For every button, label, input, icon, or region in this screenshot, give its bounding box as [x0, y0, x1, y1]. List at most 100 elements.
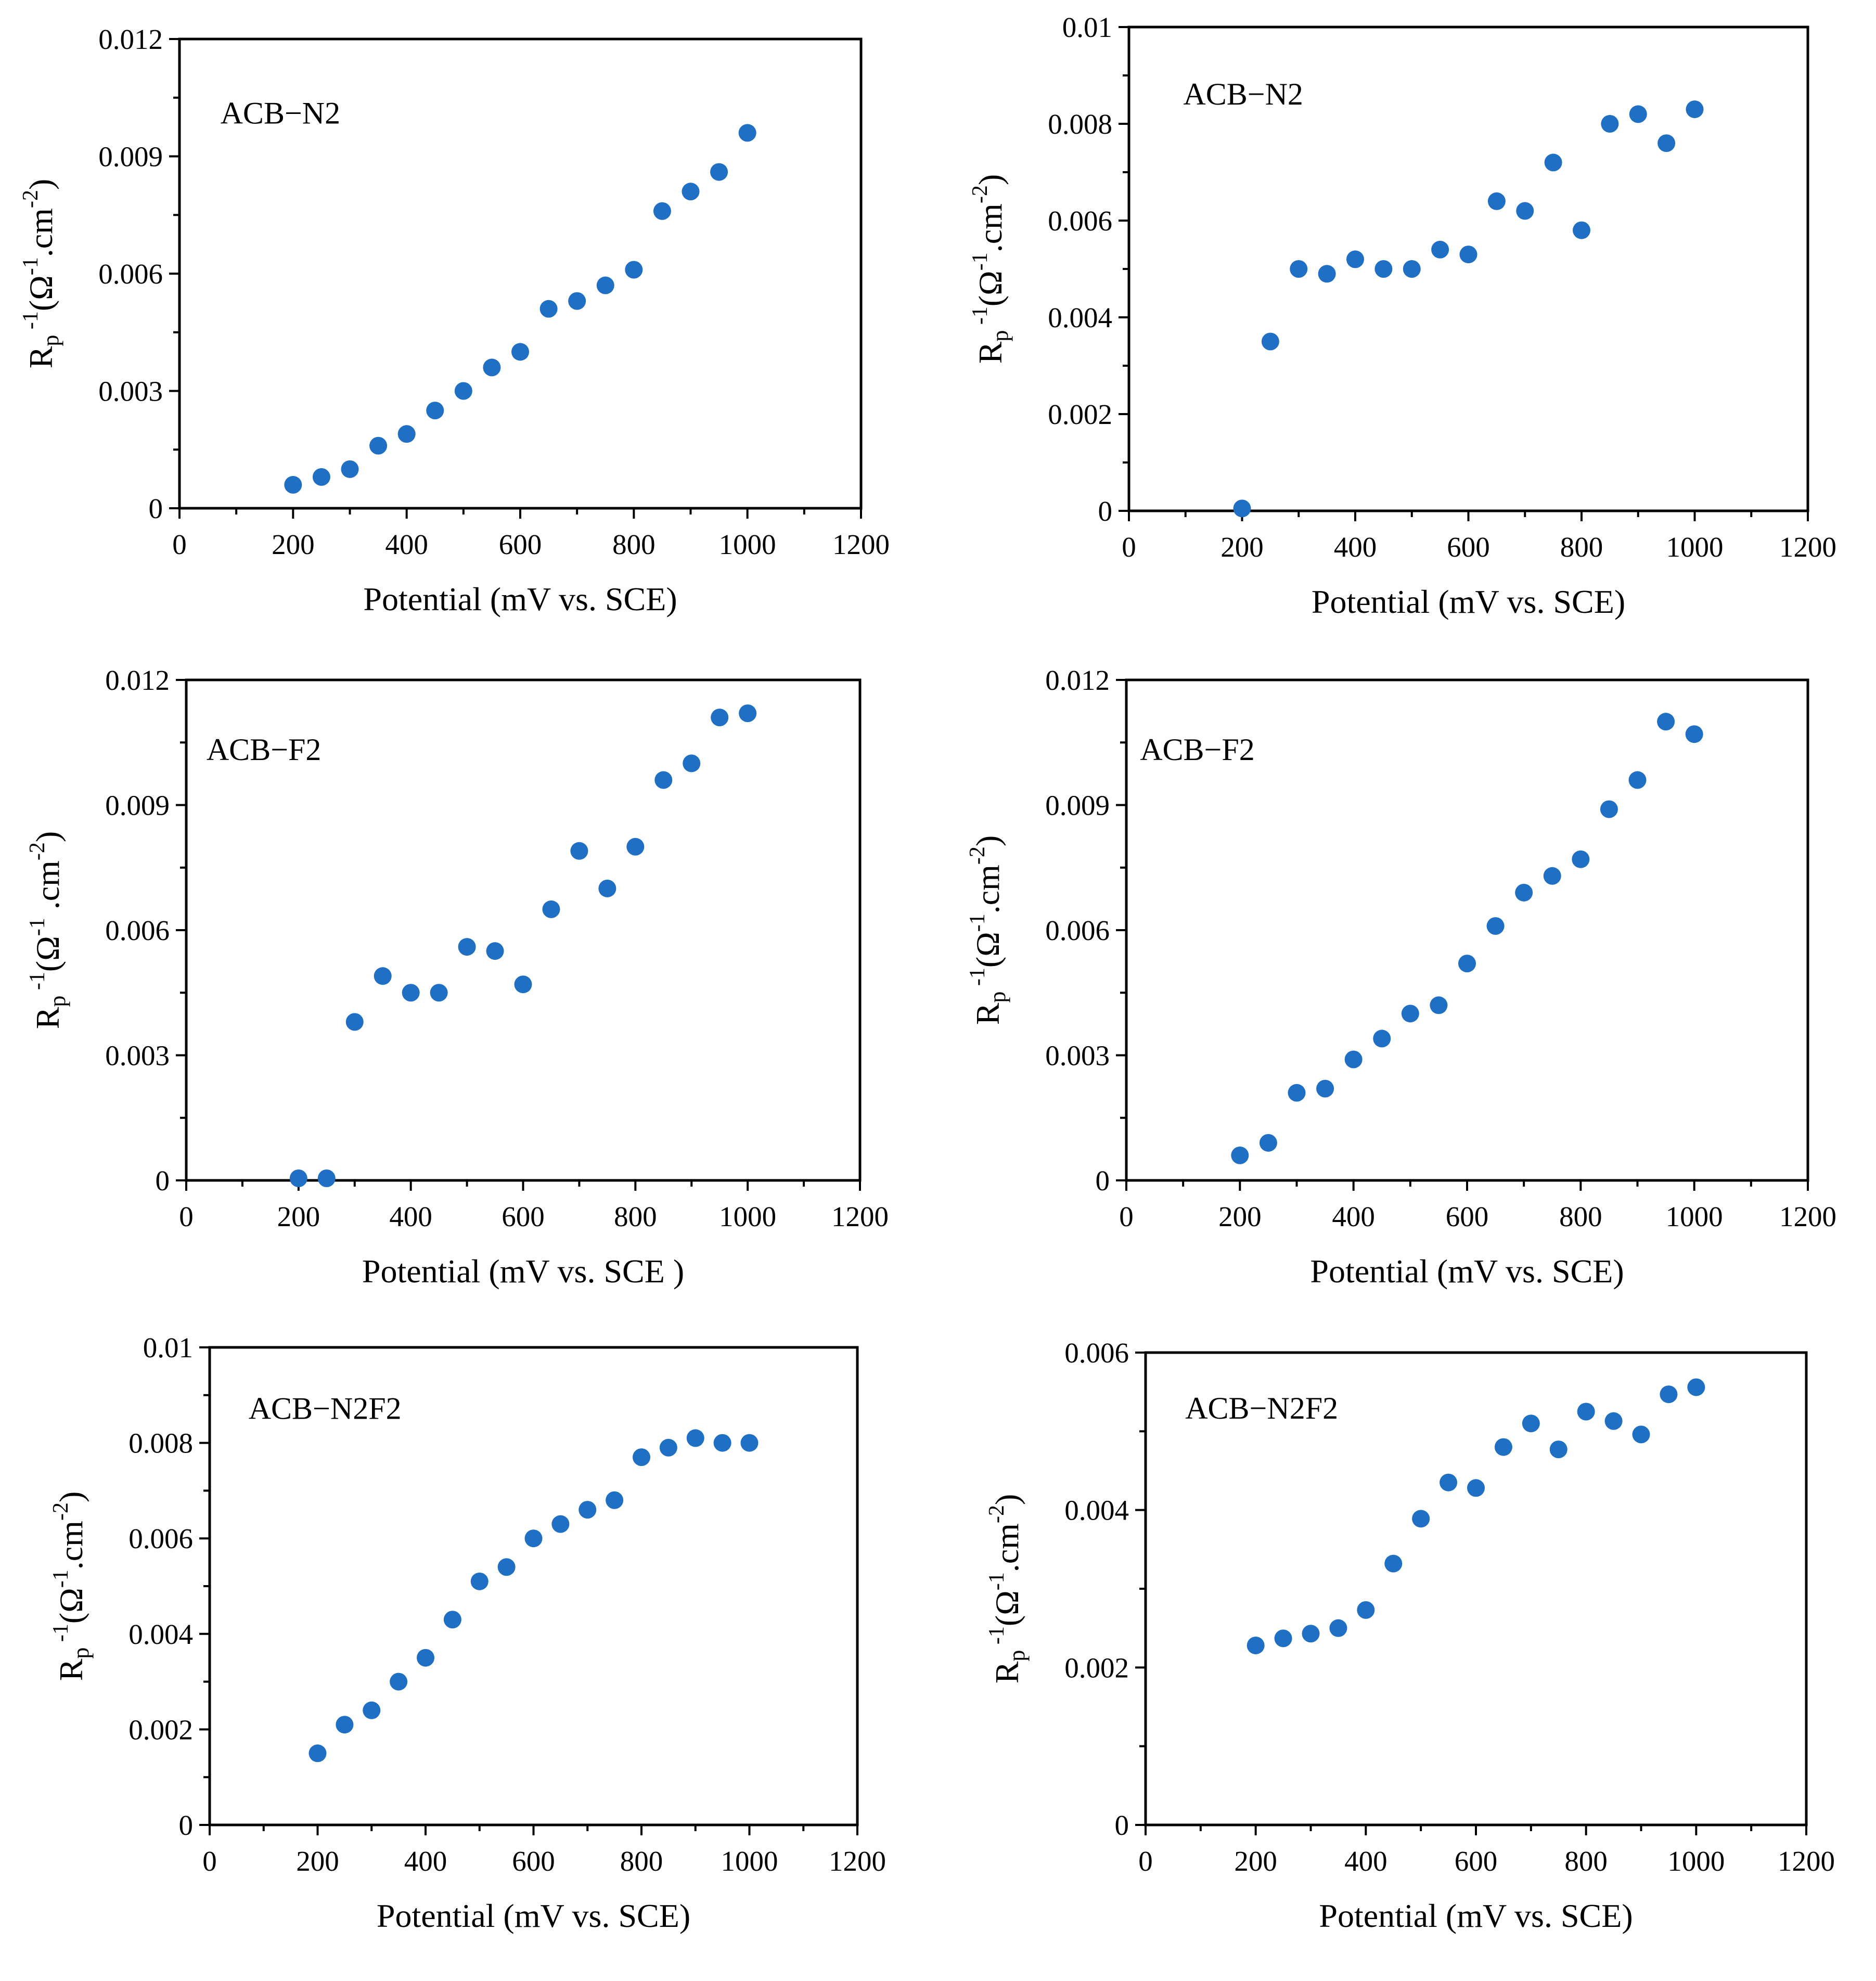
y-tick-label: 0: [149, 493, 163, 524]
data-point: [443, 1611, 461, 1629]
data-point: [542, 900, 560, 918]
data-point: [1233, 499, 1251, 518]
data-point: [1431, 240, 1449, 259]
data-point: [711, 709, 729, 727]
data-point: [458, 938, 476, 956]
data-point: [738, 124, 756, 142]
data-point: [336, 1716, 354, 1734]
data-point: [1628, 771, 1647, 789]
x-tick-label: 200: [1220, 531, 1264, 563]
x-tick-label: 800: [612, 529, 656, 560]
y-tick-label: 0.002: [1064, 1652, 1129, 1683]
data-point: [374, 967, 392, 985]
data-point: [1573, 221, 1590, 239]
data-point: [682, 183, 700, 201]
x-tick-label: 800: [1559, 1201, 1602, 1232]
data-point: [309, 1744, 327, 1763]
x-tick-label: 200: [272, 529, 315, 560]
x-tick-label: 1200: [832, 529, 890, 560]
x-tick-label: 1200: [1779, 1201, 1836, 1232]
chart-panel-6: 0 0.002 0.004 0.006 0 200 400 600 800 1000 1200 Pot…: [985, 1337, 1835, 1934]
data-point: [1373, 1030, 1391, 1048]
y-tick-label: 0.002: [1048, 398, 1112, 430]
data-point: [1686, 100, 1704, 119]
y-axis-label: Rp -1(Ω-1.cm-2): [968, 174, 1013, 364]
data-point: [402, 984, 420, 1002]
x-tick-label: 600: [502, 1201, 545, 1232]
y-tick-label: 0.004: [129, 1618, 193, 1650]
x-tick-label: 800: [614, 1201, 657, 1232]
x-axis-label: Potential (mV vs. SCE): [377, 1897, 690, 1934]
data-point: [568, 292, 586, 310]
data-point: [1316, 1079, 1334, 1098]
data-point: [1288, 1084, 1306, 1102]
x-tick-label: 400: [1344, 1845, 1387, 1877]
x-tick-label: 800: [1564, 1845, 1608, 1877]
x-axis-label: Potential (mV vs. SCE): [1319, 1897, 1633, 1934]
panel-label: ACB−N2: [1183, 77, 1303, 111]
y-tick-label: 0.012: [1045, 664, 1110, 696]
data-point: [345, 1013, 364, 1031]
y-tick-label: 0.012: [98, 23, 163, 55]
data-point: [1440, 1473, 1458, 1491]
data-point: [1231, 1146, 1249, 1164]
x-tick-label: 0: [172, 529, 187, 560]
data-point: [1318, 265, 1336, 283]
data-point: [579, 1501, 597, 1519]
data-point: [426, 402, 444, 420]
y-tick-label: 0.009: [98, 141, 163, 173]
x-axis-label: Potential (mV vs. SCE): [363, 581, 677, 618]
y-tick-label: 0.009: [105, 790, 170, 821]
chart-panel-1: 0 0.003 0.006 0.009 0.012 0 200 400 600 800 1000 12…: [19, 23, 890, 618]
y-tick-label: 0.009: [1045, 790, 1110, 821]
y-tick-label: 0: [179, 1809, 194, 1841]
data-point: [312, 468, 330, 486]
x-axis-label: Potential (mV vs. SCE ): [362, 1253, 684, 1290]
x-tick-label: 1200: [829, 1845, 886, 1877]
x-tick-label: 600: [512, 1845, 555, 1877]
data-point: [1494, 1438, 1512, 1456]
data-point: [659, 1438, 677, 1457]
y-axis-label: Rp -1(Ω-1.cm-2): [966, 835, 1010, 1025]
data-point: [1544, 153, 1562, 172]
data-point: [1604, 1412, 1623, 1430]
x-tick-label: 0: [202, 1845, 217, 1877]
panel-label: ACB−N2: [221, 96, 341, 130]
data-point: [1543, 867, 1561, 885]
data-point: [626, 838, 645, 856]
y-tick-label: 0: [156, 1165, 170, 1197]
data-point: [524, 1529, 543, 1548]
data-point: [1459, 246, 1477, 264]
x-tick-label: 0: [1119, 1201, 1134, 1232]
panel-label: ACB−N2F2: [249, 1392, 402, 1426]
data-point: [713, 1434, 731, 1452]
x-tick-label: 1200: [831, 1201, 889, 1232]
x-tick-label: 400: [389, 1201, 432, 1232]
data-point: [454, 382, 472, 400]
data-point: [739, 704, 757, 723]
data-point: [686, 1429, 704, 1447]
data-point: [1344, 1050, 1363, 1069]
data-point: [1601, 115, 1619, 133]
data-point: [1274, 1629, 1292, 1648]
y-tick-label: 0.006: [1045, 915, 1110, 946]
data-point: [284, 475, 302, 494]
y-tick-label: 0: [1096, 1165, 1110, 1197]
x-tick-label: 1000: [721, 1845, 778, 1877]
data-point: [1261, 332, 1279, 351]
data-point: [1657, 134, 1676, 152]
data-point: [1660, 1385, 1678, 1404]
data-point: [1430, 996, 1448, 1014]
data-point: [1572, 850, 1590, 868]
data-point: [417, 1649, 434, 1667]
data-point: [1302, 1625, 1320, 1643]
y-tick-label: 0.004: [1048, 302, 1112, 333]
data-point: [1458, 955, 1476, 973]
data-point: [1657, 713, 1675, 731]
data-point: [1329, 1619, 1347, 1637]
data-point: [1412, 1510, 1430, 1528]
x-tick-label: 600: [499, 529, 542, 560]
y-tick-label: 0.01: [1062, 11, 1112, 43]
y-tick-label: 0: [1115, 1809, 1129, 1841]
data-point: [1290, 260, 1308, 278]
